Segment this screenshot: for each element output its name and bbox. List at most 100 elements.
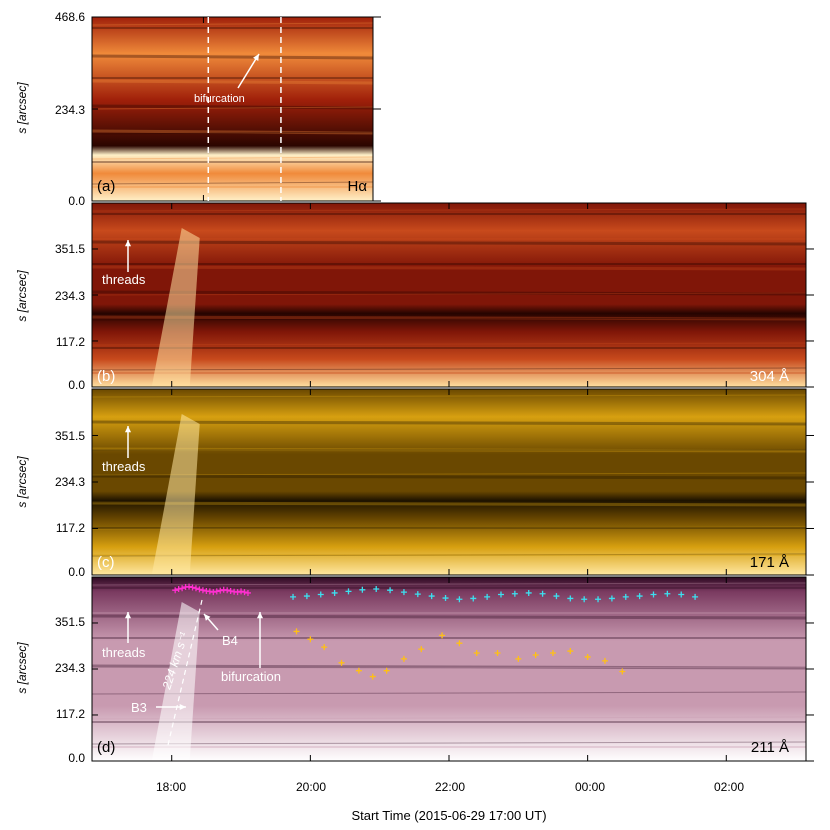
panel-d-speed-fit-line [167, 599, 203, 746]
series-1-marker [484, 593, 491, 600]
series-0-marker [227, 587, 234, 594]
series-1-marker [442, 595, 449, 602]
series-2-marker [456, 640, 463, 647]
series-2-marker [400, 655, 407, 662]
panel-a-thread-streak [91, 106, 374, 110]
panel-a-label: (a) [97, 178, 115, 195]
panel-d-b3-annotation: B3 [131, 700, 147, 715]
series-2-marker [619, 668, 626, 675]
series-1-marker [511, 590, 518, 597]
series-1-marker [470, 595, 477, 602]
series-1-marker [331, 589, 338, 596]
x-axis-title: Start Time (2015-06-29 17:00 UT) [351, 808, 546, 823]
panel-b-thread-streak [91, 290, 807, 296]
panel-d-bifurcation-annotation: bifurcation [221, 669, 281, 684]
panel-b-thread-streak [91, 342, 807, 346]
panel-a-bifurcation-annotation: bifurcation [194, 93, 245, 105]
panel-b-threads-annotation: threads [102, 272, 146, 287]
panel-c-label: (c) [97, 554, 115, 571]
series-0-marker [172, 587, 179, 594]
series-0-marker [206, 588, 213, 595]
panel-a-ytick-2: 0.0 [68, 194, 85, 208]
series-0-marker [241, 589, 248, 596]
panel-d-ytick-2: 117.2 [56, 707, 85, 721]
panel-c-thread-streak [91, 447, 807, 453]
series-2-marker [307, 636, 314, 643]
series-2-marker [418, 646, 425, 653]
series-1-marker [650, 591, 657, 598]
panel-c-intensity-map [92, 389, 806, 575]
panel-d-ytick-0: 351.5 [55, 615, 85, 629]
panel-a-ylabel: s [arcsec] [15, 82, 29, 134]
panel-b-thread-streak [91, 367, 807, 371]
panel-a-thread-streak [91, 79, 374, 85]
series-0-marker [175, 586, 182, 593]
series-1-marker [636, 593, 643, 600]
panel-a-bifurcation-arrow [237, 53, 260, 89]
series-0-marker [192, 585, 199, 592]
panel-d-label: (d) [97, 739, 115, 756]
series-1-marker [553, 593, 560, 600]
panel-d-thread-streak [91, 741, 807, 745]
series-0-marker [199, 587, 206, 594]
panel-a-thread-streak [91, 54, 374, 60]
panel-b-eruption-front [151, 228, 200, 387]
panel-c-thread-streak [91, 499, 807, 503]
series-0-marker [186, 583, 193, 590]
series-0-marker [179, 585, 186, 592]
series-2-marker [369, 673, 376, 680]
panel-c-ylabel: s [arcsec] [15, 456, 29, 508]
panel-c-thread-streak [91, 553, 807, 557]
series-0-marker [224, 587, 231, 594]
panel-b-thread-streak [91, 208, 807, 212]
panel-d-intensity-map [92, 577, 806, 761]
series-1-marker [678, 591, 685, 598]
panel-c-thread-streak [91, 501, 807, 507]
panel-d-ylabel: s [arcsec] [15, 642, 29, 694]
panel-d-threads-arrow-head [124, 612, 132, 619]
series-2-marker [473, 650, 480, 657]
panel-c-eruption-front [151, 414, 200, 575]
series-2-marker [494, 650, 501, 657]
series-1-marker [497, 591, 504, 598]
panel-b-ytick-0: 351.5 [55, 242, 85, 256]
series-1-marker [525, 589, 532, 596]
panel-c-thread-streak [91, 420, 807, 426]
panel-b: (b) 304 Å threads 351.5 234.3 117.2 0.0 … [15, 242, 789, 392]
panel-c-ytick-0: 351.5 [55, 429, 85, 443]
series-0-marker [234, 589, 241, 596]
series-1-marker [303, 593, 310, 600]
series-0-marker [213, 588, 220, 595]
panel-b-thread-streak [91, 265, 807, 271]
series-2-marker [321, 644, 328, 651]
panel-d-b3-arrow-head [179, 703, 186, 711]
xtick-label: 22:00 [435, 780, 465, 794]
panel-b-thread-streak [91, 292, 807, 296]
panel-c-ytick-2: 117.2 [56, 521, 85, 535]
panel-d-eruption-front [151, 602, 200, 761]
panel-c-thread-streak [91, 472, 807, 476]
series-1-marker [387, 587, 394, 594]
panel-d-channel: 211 Å [751, 739, 789, 756]
panel-d-b4-annotation: B4 [222, 633, 238, 648]
panel-d-thread-streak [91, 666, 807, 670]
series-2-marker [439, 632, 446, 639]
panel-d-ytick-1: 234.3 [55, 661, 85, 675]
series-0-marker [217, 587, 224, 594]
series-1-marker [539, 590, 546, 597]
series-2-marker [355, 667, 362, 674]
xtick-label: 00:00 [575, 780, 605, 794]
panel-d-thread-streak [91, 639, 807, 645]
series-2-marker [601, 657, 608, 664]
xtick-label: 18:00 [156, 780, 186, 794]
series-0-marker [189, 584, 196, 591]
series-2-marker [567, 648, 574, 655]
panel-b-threads-arrow-head [124, 240, 132, 247]
series-2-marker [584, 653, 591, 660]
panel-d-b4-arrow-head [204, 614, 211, 621]
panel-c-thread-streak [91, 474, 807, 480]
series-2-marker [383, 667, 390, 674]
panel-a-thread-streak [91, 156, 374, 160]
series-1-marker [428, 593, 435, 600]
panel-a-thread-streak [91, 181, 374, 185]
